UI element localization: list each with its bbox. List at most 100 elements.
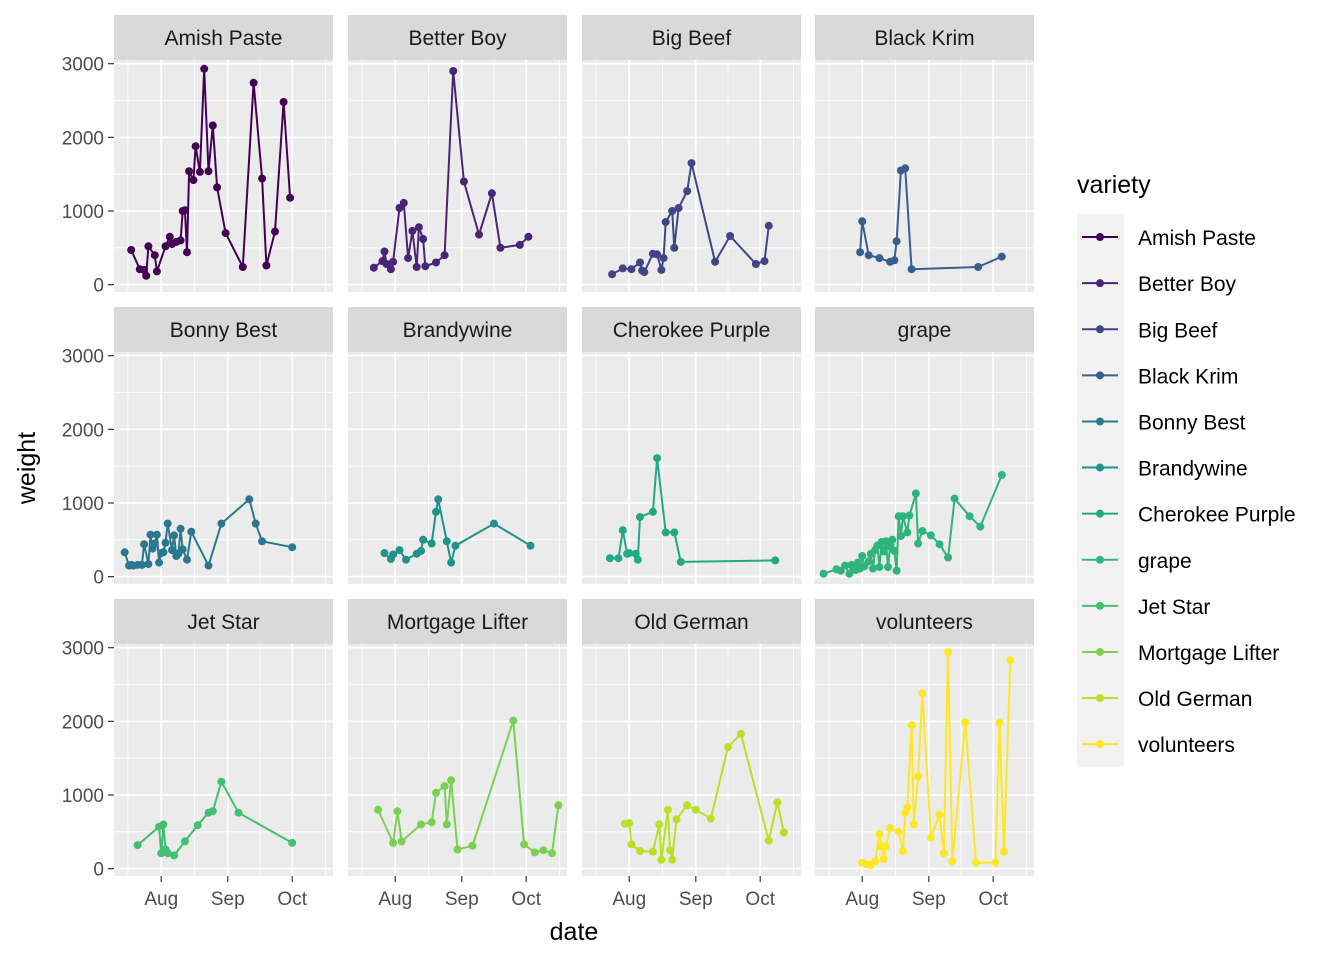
data-point — [468, 841, 477, 850]
data-point — [161, 538, 170, 547]
legend-label: Bonny Best — [1138, 411, 1246, 434]
data-point — [663, 805, 672, 814]
data-point — [520, 840, 529, 849]
data-point — [183, 248, 191, 257]
y-tick-label: 2000 — [62, 712, 104, 733]
x-tick-label: Oct — [511, 889, 541, 910]
data-point — [386, 265, 395, 274]
data-point — [961, 718, 970, 727]
data-point — [432, 258, 440, 267]
legend-key-point — [1096, 509, 1104, 518]
data-point — [191, 142, 200, 151]
data-point — [178, 545, 187, 554]
data-point — [487, 189, 496, 198]
data-point — [530, 848, 539, 857]
data-point — [884, 563, 892, 572]
data-point — [926, 833, 935, 842]
strip-mortgage-lifter — [348, 599, 567, 644]
data-point — [856, 248, 865, 257]
data-point — [395, 546, 404, 555]
data-point — [976, 522, 985, 531]
data-point — [189, 176, 198, 185]
data-point — [950, 494, 959, 503]
data-point — [633, 555, 642, 564]
data-point — [389, 550, 398, 559]
x-tick-label: Oct — [745, 889, 775, 910]
strip-volunteers — [815, 599, 1034, 644]
legend-title: variety — [1077, 171, 1151, 199]
data-point — [251, 519, 260, 528]
data-point — [176, 236, 185, 245]
data-point — [515, 240, 524, 249]
data-point — [914, 772, 923, 781]
data-point — [666, 846, 674, 855]
data-point — [397, 837, 406, 846]
data-point — [161, 242, 170, 251]
data-point — [152, 267, 161, 276]
data-point — [380, 247, 389, 256]
legend-label: grape — [1138, 550, 1192, 573]
panel-background — [348, 644, 567, 876]
legend-label: Old German — [1138, 688, 1252, 711]
legend-key-point — [1096, 233, 1104, 242]
data-point — [258, 537, 267, 546]
strip-cherokee-purple — [582, 307, 801, 352]
y-tick-label: 1000 — [62, 786, 104, 807]
data-point — [238, 263, 247, 271]
legend-item-better-boy: Better Boy — [1082, 273, 1237, 296]
data-point — [944, 648, 953, 657]
data-point — [414, 223, 423, 232]
legend-label: Black Krim — [1138, 365, 1238, 388]
legend-item-mortgage-lifter: Mortgage Lifter — [1082, 642, 1279, 665]
panel-background — [114, 644, 333, 876]
strip-big-beef — [582, 15, 801, 60]
strip-label: Big Beef — [652, 27, 732, 50]
y-tick-label: 0 — [93, 860, 104, 881]
data-point — [687, 159, 696, 168]
legend-item-big-beef: Big Beef — [1082, 319, 1218, 342]
panel-background — [582, 352, 801, 584]
data-point — [183, 555, 191, 564]
data-point — [627, 265, 636, 274]
data-point — [655, 820, 664, 829]
data-point — [888, 535, 897, 544]
data-point — [453, 845, 462, 854]
data-point — [625, 549, 634, 558]
data-point — [661, 218, 670, 226]
strip-label: Cherokee Purple — [613, 319, 771, 342]
data-point — [146, 530, 155, 539]
data-point — [286, 193, 295, 202]
strip-black-krim — [815, 15, 1034, 60]
panel-black-krim: Black Krim — [815, 15, 1034, 292]
data-point — [627, 840, 636, 849]
strip-better-boy — [348, 15, 567, 60]
series-line-jet-star — [136, 779, 293, 857]
data-point — [605, 554, 614, 563]
data-point — [442, 537, 451, 546]
data-point — [374, 805, 383, 814]
x-tick-label: Sep — [211, 889, 245, 910]
data-point — [935, 540, 944, 549]
data-point — [187, 527, 196, 536]
data-point — [858, 552, 867, 560]
data-point — [217, 777, 226, 786]
series-line-black-krim — [859, 166, 1003, 271]
x-tick-label: Oct — [277, 889, 307, 910]
data-point — [539, 846, 548, 855]
legend-key-point — [1096, 371, 1104, 380]
data-point — [140, 540, 149, 549]
panel-brandywine: Brandywine — [348, 307, 567, 584]
data-point — [918, 527, 927, 535]
data-point — [449, 67, 458, 75]
x-tick-label: Oct — [978, 889, 1008, 910]
data-point — [670, 243, 679, 252]
legend-key-point — [1096, 279, 1104, 288]
data-point — [911, 489, 920, 498]
data-point — [447, 558, 456, 567]
legend-key-point — [1096, 647, 1104, 656]
data-point — [997, 252, 1006, 261]
data-point — [858, 217, 867, 226]
panel-big-beef: Big Beef — [582, 15, 801, 292]
data-point — [442, 820, 451, 829]
